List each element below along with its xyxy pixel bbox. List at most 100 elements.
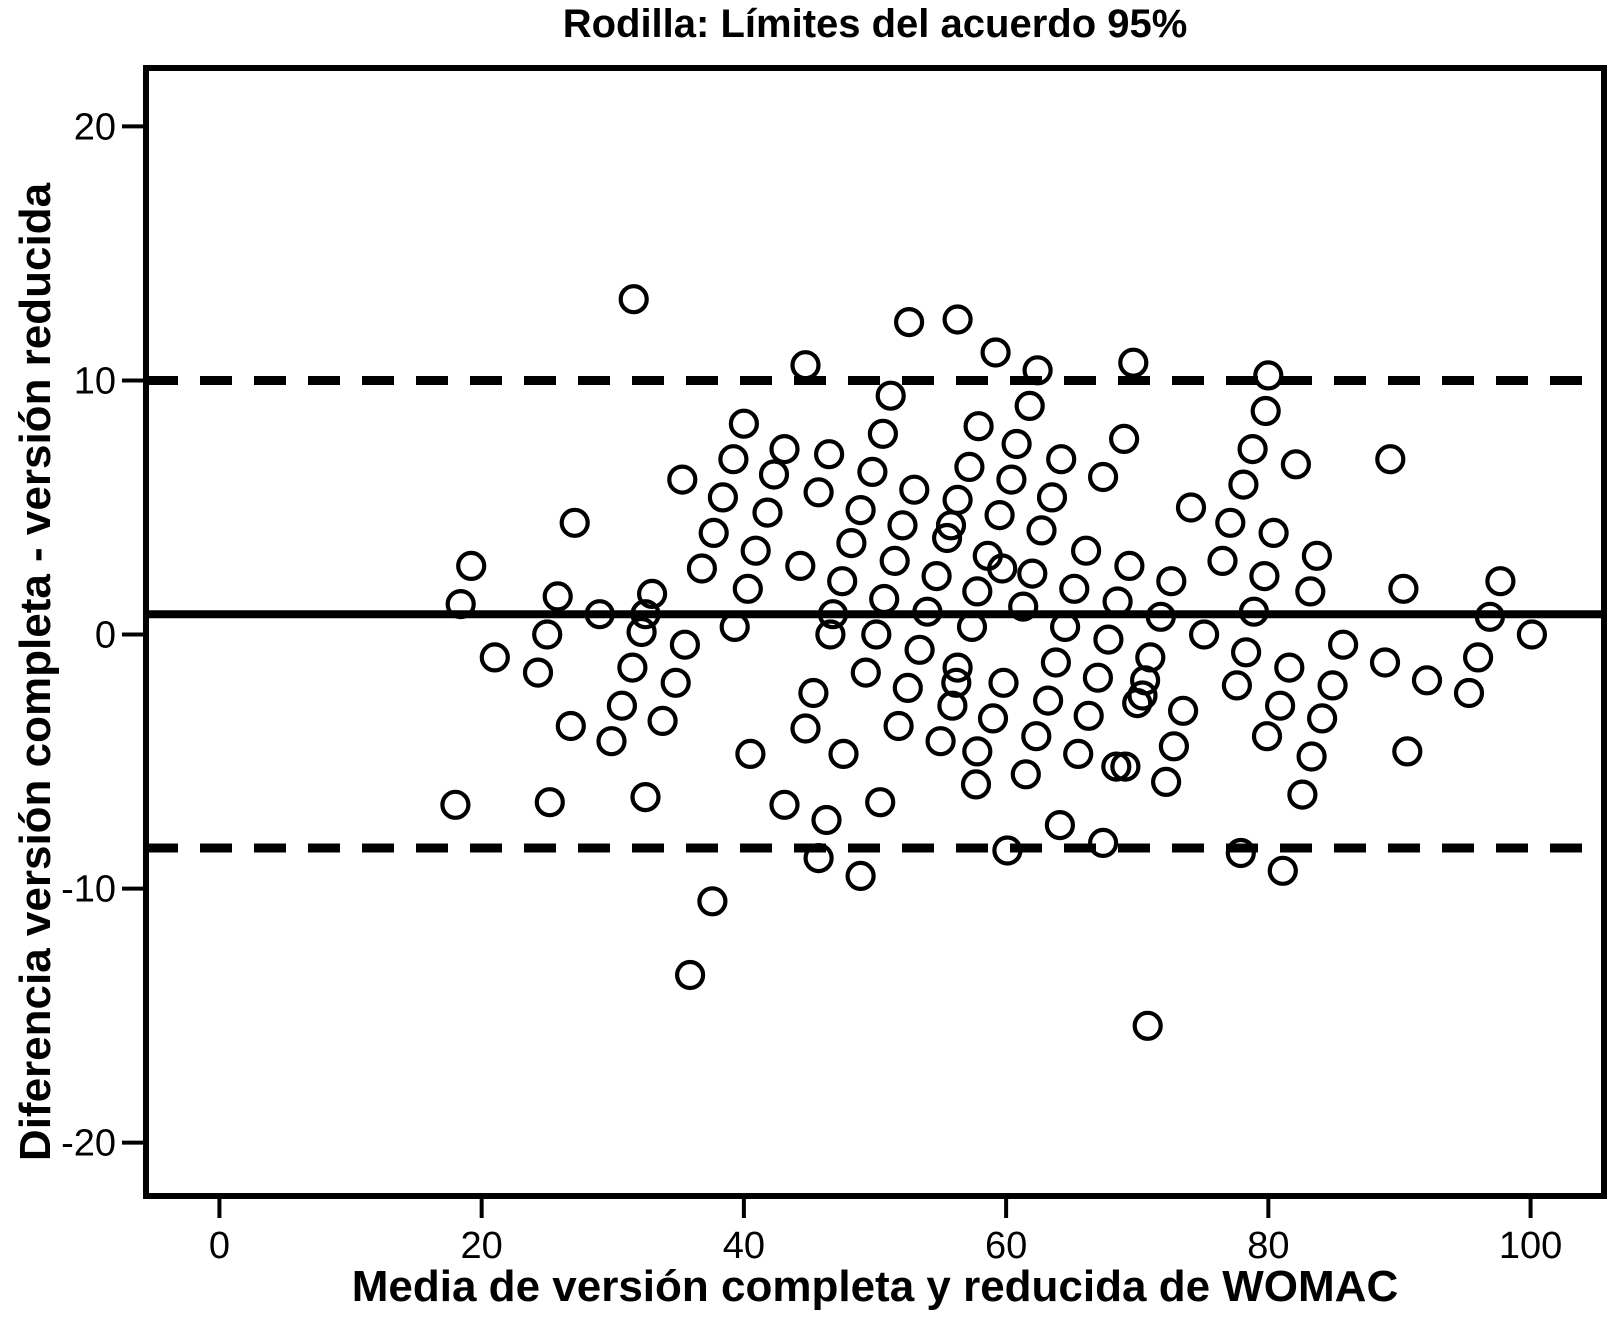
data-point bbox=[1021, 721, 1052, 752]
data-point bbox=[674, 959, 706, 991]
data-point bbox=[1237, 434, 1268, 465]
data-point bbox=[559, 507, 590, 538]
data-point bbox=[956, 611, 988, 643]
data-point bbox=[798, 677, 829, 709]
data-point bbox=[1087, 827, 1119, 859]
x-tick-label: 20 bbox=[461, 1225, 503, 1267]
data-point bbox=[1251, 721, 1283, 752]
y-tick-label: 20 bbox=[74, 106, 116, 148]
data-point bbox=[1001, 428, 1032, 460]
data-point bbox=[522, 657, 554, 688]
data-point bbox=[1156, 566, 1187, 597]
data-point bbox=[937, 690, 968, 721]
data-point bbox=[1274, 652, 1305, 683]
data-point bbox=[647, 705, 678, 737]
y-tick-label: -20 bbox=[61, 1123, 116, 1165]
data-point bbox=[534, 787, 565, 818]
data-point bbox=[1110, 751, 1141, 782]
data-point bbox=[1392, 736, 1423, 767]
data-point bbox=[1082, 662, 1114, 693]
data-point bbox=[1295, 576, 1326, 607]
data-point bbox=[1087, 461, 1119, 493]
data-point bbox=[861, 619, 892, 650]
data-point bbox=[803, 842, 834, 874]
x-axis-label: Media de versión completa y reducida de … bbox=[351, 1262, 1399, 1311]
data-point bbox=[962, 736, 993, 767]
data-point bbox=[883, 710, 914, 742]
data-point bbox=[1101, 751, 1132, 782]
plot-frame bbox=[143, 65, 1607, 1199]
data-point bbox=[963, 411, 994, 442]
y-tick-label: 10 bbox=[74, 360, 116, 402]
data-point bbox=[1044, 809, 1076, 841]
data-point bbox=[996, 464, 1027, 495]
data-point bbox=[1127, 680, 1158, 711]
data-point bbox=[921, 560, 952, 592]
data-point bbox=[1301, 540, 1333, 571]
data-point bbox=[1264, 690, 1296, 721]
y-tick-label: 0 bbox=[95, 615, 116, 657]
data-point bbox=[942, 484, 973, 515]
data-point bbox=[769, 434, 800, 465]
data-point bbox=[1225, 837, 1256, 869]
data-point bbox=[542, 581, 573, 612]
data-point bbox=[942, 652, 973, 683]
data-point bbox=[1287, 779, 1318, 810]
data-point bbox=[867, 418, 899, 449]
data-point bbox=[1158, 731, 1190, 762]
data-point bbox=[1253, 360, 1284, 391]
data-point bbox=[555, 710, 586, 742]
data-point bbox=[718, 444, 749, 475]
data-point bbox=[1411, 665, 1443, 696]
data-point bbox=[707, 482, 739, 513]
data-point bbox=[728, 408, 760, 439]
data-point bbox=[962, 576, 993, 607]
data-point bbox=[1093, 624, 1124, 655]
data-point bbox=[630, 599, 661, 630]
data-point bbox=[817, 599, 849, 630]
data-point bbox=[752, 497, 783, 528]
data-point bbox=[626, 616, 657, 648]
data-point bbox=[1485, 566, 1516, 597]
data-point bbox=[617, 652, 648, 683]
data-point bbox=[1049, 611, 1081, 643]
data-point bbox=[1258, 517, 1289, 549]
data-point bbox=[1188, 619, 1220, 650]
data-point bbox=[1474, 601, 1506, 632]
data-point bbox=[1296, 741, 1327, 772]
data-point bbox=[769, 789, 800, 820]
data-point bbox=[1375, 444, 1406, 475]
data-point bbox=[1327, 629, 1359, 660]
data-point bbox=[1175, 492, 1207, 523]
chart-title: Rodilla: Límites del acuerdo 95% bbox=[562, 2, 1188, 46]
data-point bbox=[875, 380, 906, 411]
data-point bbox=[811, 804, 842, 836]
data-point bbox=[1040, 647, 1072, 678]
data-point bbox=[845, 860, 876, 892]
data-point bbox=[732, 573, 763, 604]
data-point bbox=[445, 588, 476, 620]
data-point bbox=[758, 459, 790, 490]
data-point bbox=[1108, 423, 1140, 454]
x-tick-label: 60 bbox=[985, 1225, 1027, 1267]
data-point bbox=[836, 527, 867, 559]
data-point bbox=[942, 304, 973, 335]
data-point bbox=[1150, 766, 1182, 798]
data-point bbox=[606, 690, 638, 721]
data-point bbox=[669, 629, 701, 660]
data-point bbox=[1306, 703, 1338, 734]
data-point bbox=[1008, 591, 1039, 622]
data-point bbox=[1036, 482, 1068, 513]
data-point bbox=[1010, 759, 1041, 790]
data-point bbox=[1073, 700, 1104, 731]
data-point bbox=[785, 550, 816, 582]
data-point bbox=[1516, 619, 1548, 650]
data-point bbox=[1317, 670, 1348, 701]
data-point bbox=[1267, 855, 1298, 886]
data-point bbox=[630, 781, 661, 813]
data-point bbox=[803, 477, 834, 508]
data-point bbox=[992, 835, 1023, 866]
x-tick-label: 0 bbox=[209, 1225, 230, 1267]
data-point bbox=[893, 307, 925, 338]
